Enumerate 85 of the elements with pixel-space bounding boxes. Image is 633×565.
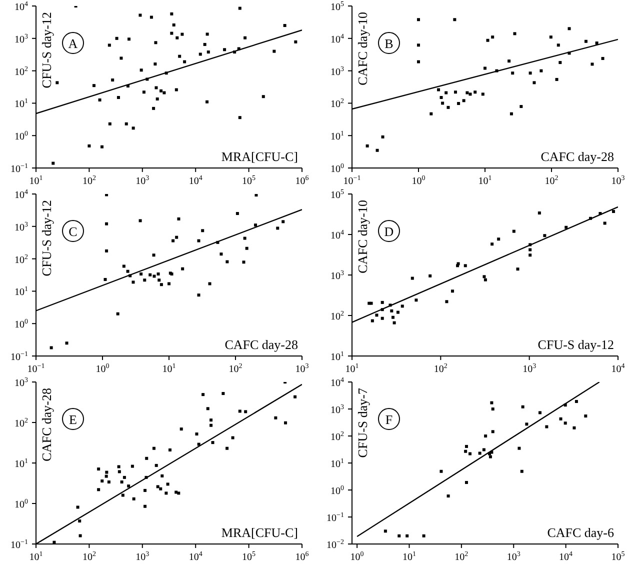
x-tick-label: 10$^{6}$	[295, 174, 310, 187]
circle-outline: C	[62, 220, 84, 242]
y-tick-label: 10$^{3}$	[14, 220, 28, 234]
x-tick-label: 10$^{6}$	[295, 550, 310, 563]
x-tick-label: 10$^{3}$	[506, 550, 521, 563]
x-axis-title: MRA[CFU-C]	[221, 525, 298, 540]
x-tick-label: 10$^{3}$	[136, 174, 150, 187]
y-tick-label: 10$^{1}$	[14, 285, 28, 298]
x-tick-label: 10$^{2}$	[82, 550, 96, 563]
x-tick-label: 10$^{1}$	[162, 362, 176, 375]
x-tick-label: 10$^{1}$	[345, 362, 360, 375]
x-tick-label: 10$^{3}$	[611, 174, 626, 187]
y-tick-label: 10$^{3}$	[330, 64, 344, 78]
x-tick-label: 10$^{4}$	[559, 550, 574, 563]
y-tick-label: 10$^{1}$	[14, 457, 28, 470]
y-tick-label: 10$^{0}$	[330, 484, 344, 497]
y-tick-label: 10$^{2}$	[330, 310, 344, 322]
y-tick-label: 10$^{2}$	[330, 430, 344, 443]
y-tick-label: 10$^{1}$	[330, 350, 344, 363]
y-tick-label: 10$^{0}$	[14, 130, 28, 143]
x-tick-label: 10$^{2}$	[434, 362, 448, 375]
y-tick-label: 10$^{3}$	[330, 269, 344, 282]
x-tick-label: 10$^{5}$	[242, 174, 256, 187]
y-tick-label: 10$^{−1}$	[326, 511, 344, 524]
x-axis-title: CFU-S day-12	[538, 337, 614, 352]
y-axis-title: CFU-S day-12	[39, 200, 54, 276]
y-tick-label: 10$^{1}$	[14, 97, 28, 110]
y-tick-label: 10$^{2}$	[14, 416, 28, 430]
x-tick-label: 10$^{0}$	[96, 362, 110, 375]
y-tick-label: 10$^{2}$	[330, 97, 344, 110]
circle-outline: E	[62, 408, 84, 430]
y-axis-title: CAFC day-28	[39, 388, 54, 462]
x-tick-label: 10$^{4}$	[188, 550, 203, 563]
y-axis-title: CFU-S day-12	[39, 12, 54, 88]
y-tick-label: 10$^{4}$	[330, 376, 344, 389]
y-tick-label: 10$^{3}$	[14, 32, 28, 46]
y-axis-title: CFU-S day-7	[355, 388, 370, 458]
x-axis-title: CAFC day-6	[547, 525, 614, 540]
y-tick-label: 10$^{3}$	[14, 376, 28, 389]
x-tick-label: 10$^{1}$	[478, 174, 492, 187]
y-tick-label: 10$^{−1}$	[10, 538, 28, 551]
x-tick-label: 10$^{5}$	[611, 550, 626, 563]
y-tick-label: 10$^{4}$	[14, 0, 28, 13]
x-tick-label: 10$^{−1}$	[27, 362, 46, 375]
circle-outline: D	[378, 220, 400, 242]
y-tick-label: 10$^{0}$	[14, 318, 28, 331]
circle-outline: B	[378, 32, 400, 54]
y-tick-label: 10$^{4}$	[14, 188, 28, 201]
y-tick-label: 10$^{5}$	[330, 188, 344, 201]
x-tick-label: 10$^{1}$	[402, 550, 416, 563]
y-tick-label: 10$^{−1}$	[10, 350, 28, 363]
y-tick-label: 10$^{0}$	[330, 162, 344, 175]
x-tick-label: 10$^{5}$	[242, 550, 256, 563]
x-tick-label: 10$^{3}$	[522, 362, 537, 375]
y-tick-label: 10$^{−1}$	[10, 162, 28, 175]
x-tick-label: 10$^{2}$	[228, 362, 243, 375]
y-axis-title: CAFC day-10	[355, 200, 370, 274]
y-tick-label: 10$^{1}$	[330, 130, 344, 143]
x-tick-label: 10$^{1}$	[29, 174, 44, 187]
x-tick-label: 10$^{0}$	[350, 550, 364, 563]
x-tick-label: 10$^{1}$	[29, 550, 44, 563]
x-tick-label: 10$^{2}$	[454, 550, 469, 563]
y-tick-label: 10$^{−2}$	[326, 538, 344, 551]
circle-outline: F	[378, 408, 400, 430]
x-tick-label: 10$^{4}$	[611, 362, 626, 375]
circle-outline: A	[62, 32, 84, 54]
y-tick-label: 10$^{4}$	[330, 32, 344, 46]
y-tick-label: 10$^{4}$	[330, 228, 344, 242]
y-tick-label: 10$^{1}$	[330, 457, 344, 470]
x-axis-title: MRA[CFU-C]	[221, 149, 298, 164]
x-tick-label: 10$^{2}$	[82, 174, 96, 187]
x-tick-label: 10$^{2}$	[544, 174, 559, 187]
y-tick-label: 10$^{5}$	[330, 0, 344, 13]
x-axis-title: CAFC day-28	[540, 149, 614, 164]
x-tick-label: 10$^{3}$	[136, 550, 150, 563]
x-tick-label: 10$^{3}$	[295, 362, 310, 375]
y-tick-label: 10$^{0}$	[14, 498, 28, 510]
x-axis-title: CAFC day-28	[224, 337, 298, 352]
y-tick-label: 10$^{2}$	[14, 64, 28, 78]
x-tick-label: 10$^{4}$	[188, 174, 203, 187]
x-tick-label: 10$^{−1}$	[343, 174, 362, 187]
x-tick-label: 10$^{0}$	[412, 174, 426, 187]
y-tick-label: 10$^{2}$	[14, 252, 28, 266]
y-tick-label: 10$^{3}$	[330, 403, 344, 416]
y-axis-title: CAFC day-10	[355, 12, 370, 86]
